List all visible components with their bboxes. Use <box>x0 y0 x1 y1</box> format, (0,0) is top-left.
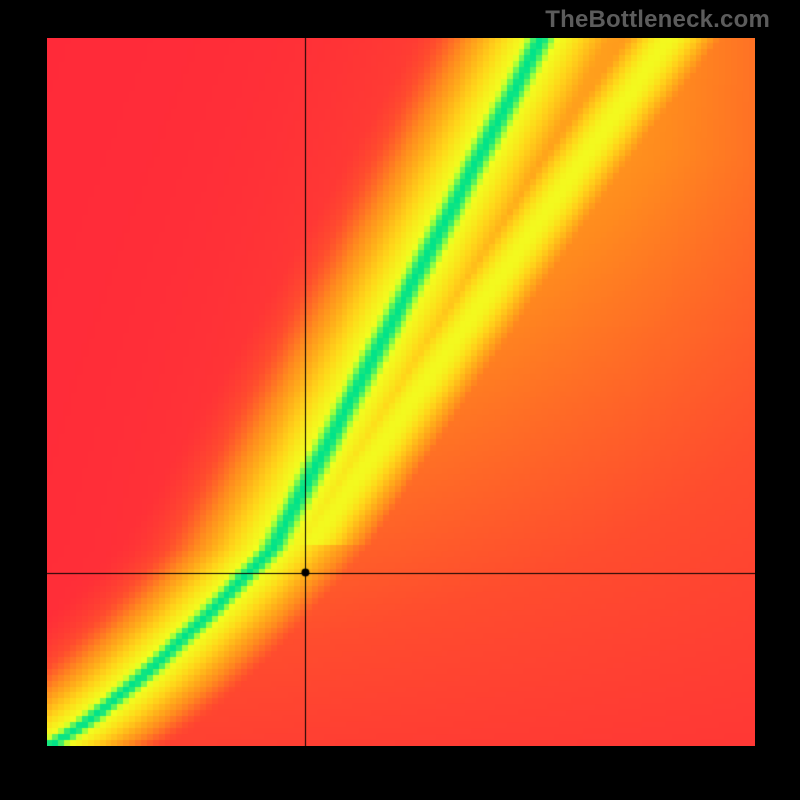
bottleneck-heatmap <box>47 38 755 746</box>
watermark-label: TheBottleneck.com <box>545 6 770 34</box>
heatmap-frame <box>47 38 755 746</box>
chart-container: TheBottleneck.com <box>0 0 800 800</box>
